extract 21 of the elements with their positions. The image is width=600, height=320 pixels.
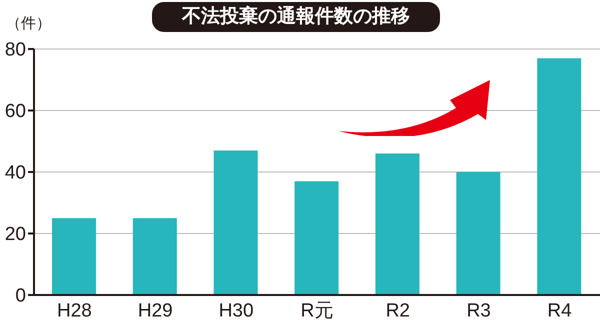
y-tick-label: 0 [15, 286, 26, 307]
bar [132, 218, 177, 295]
y-tick-label: 20 [4, 224, 26, 246]
x-tick-label: H28 [57, 300, 92, 320]
x-tick-label: H29 [138, 300, 173, 320]
bar [537, 58, 582, 295]
bar [52, 218, 96, 295]
y-tick-label: 60 [4, 101, 26, 122]
x-tick-label: R2 [386, 300, 410, 320]
bar [375, 154, 420, 295]
x-tick-label: H30 [218, 300, 254, 320]
bar [456, 172, 500, 295]
x-tick-label: R元 [300, 300, 334, 320]
bar [214, 150, 258, 295]
chart-title: 不法投棄の通報件数の推移 [152, 2, 440, 32]
y-axis-title: （件） [6, 14, 51, 33]
y-tick-label: 40 [4, 162, 26, 184]
y-tick-label: 80 [4, 40, 26, 61]
bar [294, 181, 339, 295]
x-tick-label: R4 [547, 300, 572, 320]
x-tick-label: R3 [466, 300, 491, 320]
